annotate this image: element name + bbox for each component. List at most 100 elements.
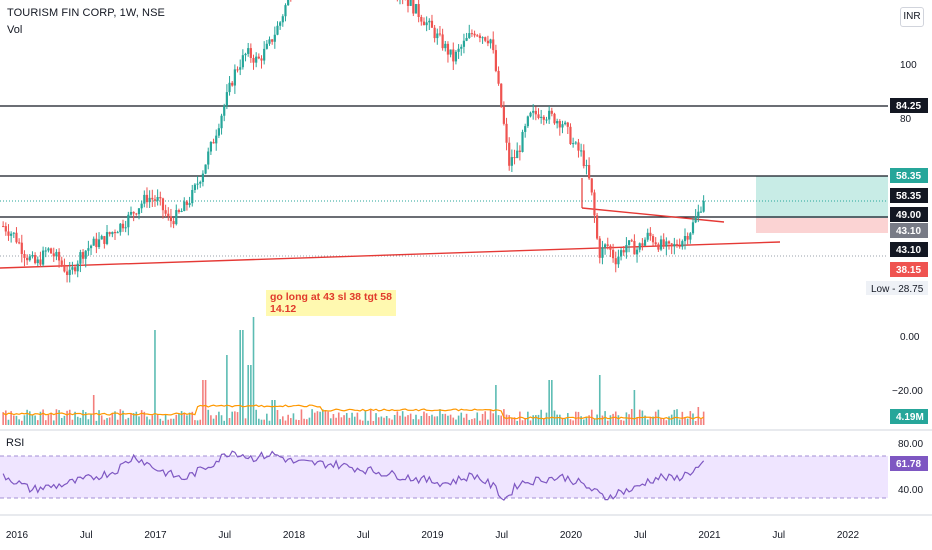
volume-bar: [50, 412, 52, 425]
candle-body: [121, 223, 125, 229]
candle-body: [540, 116, 543, 118]
candle-body: [414, 4, 418, 14]
volume-bar: [513, 417, 516, 425]
candle-body: [484, 37, 487, 41]
volume-bar: [345, 412, 348, 425]
trade-note[interactable]: go long at 43 sl 38 tgt 58 14.12: [266, 290, 396, 316]
volume-bar: [580, 416, 582, 425]
volume-bar: [375, 413, 377, 425]
price-label-43-gray: 43.10: [896, 226, 921, 237]
volume-bars: [2, 317, 705, 425]
volume-pane-label[interactable]: Vol: [7, 24, 23, 36]
rsi-tick-80: 80.00: [898, 439, 923, 450]
candle-body: [255, 56, 258, 63]
volume-bar: [148, 419, 151, 425]
volume-bar: [425, 413, 428, 425]
candle-body: [84, 250, 87, 259]
volume-bar: [521, 420, 524, 425]
volume-bar: [34, 415, 36, 425]
candle-body: [63, 264, 66, 272]
candle-body: [18, 242, 21, 244]
volume-bar: [44, 420, 47, 425]
candle-body: [199, 181, 202, 184]
candle-body: [603, 244, 607, 248]
volume-bar: [305, 419, 308, 425]
volume-bar: [63, 415, 66, 425]
rsi-pane-label[interactable]: RSI: [6, 437, 25, 449]
candle-body: [633, 240, 636, 255]
candle-body: [49, 248, 53, 254]
candle-body: [580, 150, 583, 152]
volume-bar: [399, 415, 401, 425]
price-label-stop: 38.15: [896, 265, 921, 276]
volume-bar: [636, 417, 638, 425]
volume-bar: [444, 413, 447, 425]
trendline-upper[interactable]: [581, 207, 725, 223]
candle-body: [641, 243, 644, 246]
volume-bar: [87, 419, 90, 425]
price-axis[interactable]: 100 80 84.25 58.35 58.35 49.00 43.10 43.…: [866, 60, 928, 496]
candle-body: [534, 110, 537, 115]
candle-body: [207, 151, 210, 165]
price-label-target: 58.35: [896, 171, 921, 182]
candle-body: [611, 249, 615, 259]
candle-body: [537, 114, 540, 118]
volume-bar: [47, 414, 50, 425]
volume-bar: [321, 409, 324, 425]
candle-body: [486, 40, 489, 44]
candle-body: [699, 211, 703, 213]
volume-bar: [292, 413, 295, 425]
price-tick-80: 80: [900, 114, 912, 125]
candle-body: [44, 250, 47, 252]
candle-body: [172, 221, 175, 225]
time-tick: 2022: [837, 530, 860, 541]
candle-body: [630, 240, 633, 242]
candle-body: [81, 252, 85, 259]
candle-body: [497, 70, 500, 84]
candle-body: [129, 211, 133, 215]
candle-body: [481, 37, 484, 39]
candle-body: [596, 215, 599, 239]
candle-body: [606, 244, 609, 246]
volume-bar: [210, 415, 212, 425]
volume-bar: [441, 413, 444, 425]
candle-body: [151, 197, 154, 200]
volume-bar: [367, 420, 369, 425]
volume-bar: [122, 410, 124, 425]
candle-body: [689, 233, 692, 240]
candle-body: [137, 208, 141, 215]
volume-bar: [68, 409, 71, 425]
volume-bar: [191, 411, 194, 425]
volume-bar: [180, 411, 183, 425]
candle-body: [260, 58, 263, 61]
time-axis[interactable]: 2016 Jul 2017 Jul 2018 Jul 2019 Jul 2020 Jul 2021 J…: [6, 530, 860, 541]
volume-bar: [316, 411, 319, 425]
candle-body: [228, 82, 231, 93]
candle-body: [468, 33, 471, 38]
volume-bar: [82, 409, 84, 425]
volume-bar: [92, 395, 95, 425]
currency-button[interactable]: INR: [900, 7, 924, 27]
volume-bar: [319, 411, 321, 425]
chart-title[interactable]: TOURISM FIN CORP, 1W, NSE: [7, 7, 165, 19]
volume-bar: [23, 415, 26, 425]
volume-ma-line: [2, 404, 704, 420]
volume-bar: [39, 411, 42, 425]
volume-bar: [561, 417, 564, 425]
volume-tick-0: 0.00: [900, 332, 920, 343]
rsi-band: [0, 456, 888, 498]
candle-body: [108, 232, 111, 235]
trendline-long[interactable]: [0, 241, 781, 269]
volume-bar: [359, 419, 361, 425]
stop-zone: [756, 218, 888, 233]
volume-bar: [18, 419, 20, 425]
price-label-84-25: 84.25: [896, 101, 921, 112]
rsi-last-label: 61.78: [896, 459, 921, 470]
volume-bar: [66, 410, 68, 425]
candle-body: [476, 35, 479, 37]
volume-bar: [239, 330, 241, 425]
candle-body: [598, 238, 601, 258]
volume-bar: [535, 415, 537, 425]
candle-body: [2, 226, 5, 228]
